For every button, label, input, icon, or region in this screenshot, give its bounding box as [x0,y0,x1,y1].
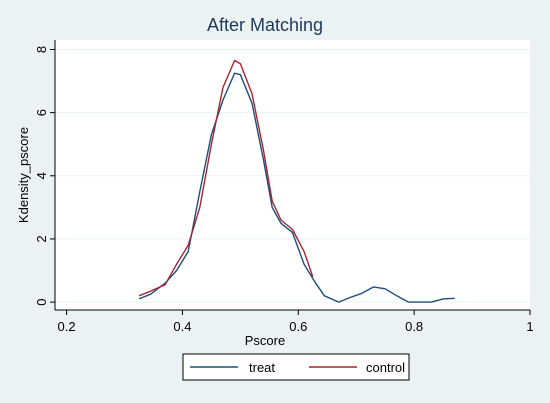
legend: treat control [182,353,410,381]
legend-label-treat: treat [249,360,275,375]
x-tick-label-1: 0.4 [173,319,191,334]
series-line-control [138,59,314,297]
plot-area [55,40,530,310]
y-tick-label-3: 6 [34,109,49,116]
y-tick-label-0: 0 [34,298,49,305]
series-group [138,59,455,303]
x-tick-label-0: 0.2 [58,319,76,334]
x-ticks: 0.2 0.4 0.6 0.8 1 [58,310,534,334]
y-tick-label-2: 4 [34,172,49,179]
x-tick-label-3: 0.8 [405,319,423,334]
y-ticks: 0 2 4 6 8 [34,46,55,306]
x-tick-label-2: 0.6 [289,319,307,334]
y-tick-label-4: 8 [34,46,49,53]
gridlines [55,48,530,303]
series-line-treat [138,72,455,303]
y-tick-label-1: 2 [34,235,49,242]
legend-label-control: control [366,360,405,375]
x-axis-label: Pscore [245,333,285,348]
x-tick-label-4: 1 [526,319,533,334]
chart-title: After Matching [207,15,323,35]
y-axis-label: Kdensity_pscore [16,127,31,223]
